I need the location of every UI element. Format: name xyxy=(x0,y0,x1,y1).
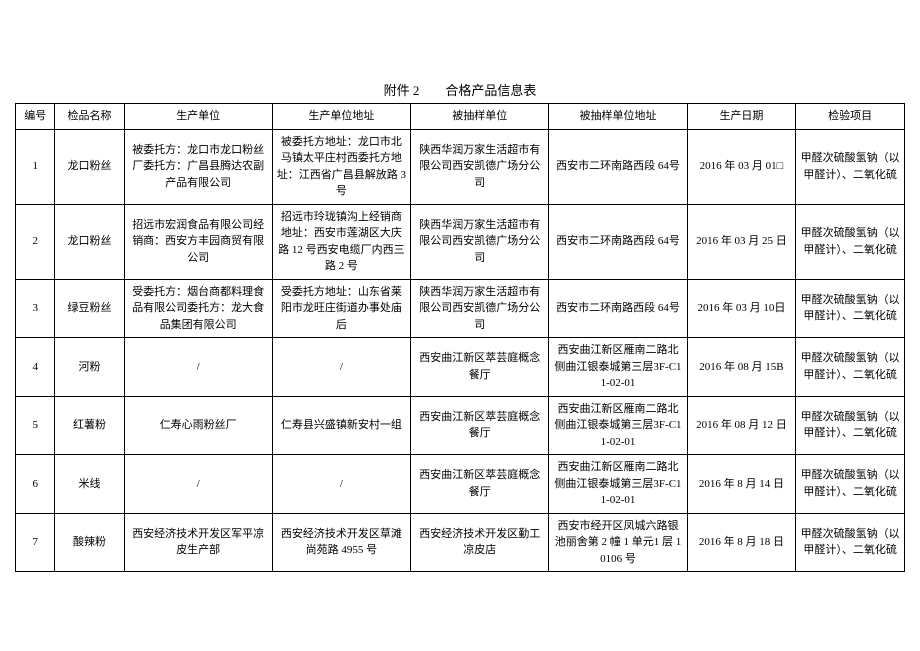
col-header-no: 编号 xyxy=(16,104,55,130)
table-row: 6米线//西安曲江新区萃芸庭概念餐厅西安曲江新区雁南二路北侧曲江银泰城第三层3F… xyxy=(16,455,905,514)
table-row: 3绿豆粉丝受委托方：烟台商都料理食品有限公司委托方：龙大食品集团有限公司受委托方… xyxy=(16,279,905,338)
cell-name: 绿豆粉丝 xyxy=(55,279,124,338)
cell-test: 甲醛次硫酸氢钠（以甲醛计）、二氧化硫 xyxy=(796,396,905,455)
cell-producer: / xyxy=(124,338,272,397)
cell-sampled: 西安曲江新区萃芸庭概念餐厅 xyxy=(411,338,549,397)
cell-name: 河粉 xyxy=(55,338,124,397)
col-header-sampled: 被抽样单位 xyxy=(411,104,549,130)
cell-test: 甲醛次硫酸氢钠（以甲醛计）、二氧化硫 xyxy=(796,513,905,572)
col-header-sampled-addr: 被抽样单位地址 xyxy=(549,104,687,130)
cell-date: 2016 年 08 月 15B xyxy=(687,338,796,397)
cell-sampled: 西安经济技术开发区勤工凉皮店 xyxy=(411,513,549,572)
table-row: 1龙口粉丝被委托方：龙口市龙口粉丝厂委托方：广昌县腾达农副产品有限公司被委托方地… xyxy=(16,129,905,204)
col-header-name: 检品名称 xyxy=(55,104,124,130)
cell-name: 龙口粉丝 xyxy=(55,129,124,204)
col-header-test: 检验项目 xyxy=(796,104,905,130)
cell-name: 酸辣粉 xyxy=(55,513,124,572)
cell-sampled: 陕西华润万家生活超市有限公司西安凯德广场分公司 xyxy=(411,279,549,338)
cell-producer_addr: 西安经济技术开发区草滩尚苑路 4955 号 xyxy=(272,513,410,572)
table-row: 7酸辣粉西安经济技术开发区军平凉皮生产部西安经济技术开发区草滩尚苑路 4955 … xyxy=(16,513,905,572)
cell-date: 2016 年 03 月 25 日 xyxy=(687,204,796,279)
cell-name: 红薯粉 xyxy=(55,396,124,455)
cell-sampled: 西安曲江新区萃芸庭概念餐厅 xyxy=(411,396,549,455)
cell-sampled_addr: 西安曲江新区雁南二路北侧曲江银泰城第三层3F-C11-02-01 xyxy=(549,396,687,455)
cell-producer_addr: 受委托方地址：山东省莱阳市龙旺庄街道办事处庙后 xyxy=(272,279,410,338)
cell-producer_addr: 招远市玲珑镇沟上经销商地址：西安市莲湖区大庆路 12 号西安电缆厂内西三路 2 … xyxy=(272,204,410,279)
cell-sampled_addr: 西安市二环南路西段 64号 xyxy=(549,204,687,279)
cell-producer: 被委托方：龙口市龙口粉丝厂委托方：广昌县腾达农副产品有限公司 xyxy=(124,129,272,204)
cell-name: 龙口粉丝 xyxy=(55,204,124,279)
table-title: 附件 2 合格产品信息表 xyxy=(15,80,905,99)
cell-producer_addr: / xyxy=(272,455,410,514)
cell-sampled_addr: 西安市经开区凤城六路银池丽舍第 2 幢 1 单元1 层 10106 号 xyxy=(549,513,687,572)
col-header-producer-addr: 生产单位地址 xyxy=(272,104,410,130)
cell-test: 甲醛次硫酸氢钠（以甲醛计）、二氧化硫 xyxy=(796,455,905,514)
cell-sampled_addr: 西安曲江新区雁南二路北侧曲江银泰城第三层3F-C11-02-01 xyxy=(549,338,687,397)
cell-sampled_addr: 西安市二环南路西段 64号 xyxy=(549,129,687,204)
cell-date: 2016 年 08 月 12 日 xyxy=(687,396,796,455)
cell-sampled_addr: 西安曲江新区雁南二路北侧曲江银泰城第三层3F-C11-02-01 xyxy=(549,455,687,514)
table-row: 5红薯粉仁寿心雨粉丝厂仁寿县兴盛镇新安村一组西安曲江新区萃芸庭概念餐厅西安曲江新… xyxy=(16,396,905,455)
cell-no: 7 xyxy=(16,513,55,572)
cell-test: 甲醛次硫酸氢钠（以甲醛计）、二氧化硫 xyxy=(796,338,905,397)
cell-date: 2016 年 03 月 01□ xyxy=(687,129,796,204)
cell-no: 1 xyxy=(16,129,55,204)
table-row: 2龙口粉丝招远市宏润食品有限公司经销商：西安方丰园商贸有限公司招远市玲珑镇沟上经… xyxy=(16,204,905,279)
cell-producer: 西安经济技术开发区军平凉皮生产部 xyxy=(124,513,272,572)
col-header-producer: 生产单位 xyxy=(124,104,272,130)
cell-test: 甲醛次硫酸氢钠（以甲醛计）、二氧化硫 xyxy=(796,204,905,279)
cell-sampled: 西安曲江新区萃芸庭概念餐厅 xyxy=(411,455,549,514)
cell-test: 甲醛次硫酸氢钠（以甲醛计）、二氧化硫 xyxy=(796,129,905,204)
cell-no: 2 xyxy=(16,204,55,279)
cell-test: 甲醛次硫酸氢钠（以甲醛计）、二氧化硫 xyxy=(796,279,905,338)
col-header-date: 生产日期 xyxy=(687,104,796,130)
cell-producer: 受委托方：烟台商都料理食品有限公司委托方：龙大食品集团有限公司 xyxy=(124,279,272,338)
cell-name: 米线 xyxy=(55,455,124,514)
cell-producer_addr: 被委托方地址：龙口市北马镇太平庄村西委托方地址：江西省广昌县解放路 3 号 xyxy=(272,129,410,204)
table-row: 4河粉//西安曲江新区萃芸庭概念餐厅西安曲江新区雁南二路北侧曲江银泰城第三层3F… xyxy=(16,338,905,397)
cell-sampled_addr: 西安市二环南路西段 64号 xyxy=(549,279,687,338)
product-info-table: 编号 检品名称 生产单位 生产单位地址 被抽样单位 被抽样单位地址 生产日期 检… xyxy=(15,103,905,572)
cell-date: 2016 年 03 月 10日 xyxy=(687,279,796,338)
table-body: 1龙口粉丝被委托方：龙口市龙口粉丝厂委托方：广昌县腾达农副产品有限公司被委托方地… xyxy=(16,129,905,572)
cell-producer_addr: / xyxy=(272,338,410,397)
cell-date: 2016 年 8 月 18 日 xyxy=(687,513,796,572)
cell-sampled: 陕西华润万家生活超市有限公司西安凯德广场分公司 xyxy=(411,204,549,279)
cell-no: 4 xyxy=(16,338,55,397)
cell-sampled: 陕西华润万家生活超市有限公司西安凯德广场分公司 xyxy=(411,129,549,204)
table-header-row: 编号 检品名称 生产单位 生产单位地址 被抽样单位 被抽样单位地址 生产日期 检… xyxy=(16,104,905,130)
cell-producer: 招远市宏润食品有限公司经销商：西安方丰园商贸有限公司 xyxy=(124,204,272,279)
cell-no: 3 xyxy=(16,279,55,338)
cell-no: 5 xyxy=(16,396,55,455)
cell-date: 2016 年 8 月 14 日 xyxy=(687,455,796,514)
cell-producer_addr: 仁寿县兴盛镇新安村一组 xyxy=(272,396,410,455)
cell-producer: 仁寿心雨粉丝厂 xyxy=(124,396,272,455)
cell-no: 6 xyxy=(16,455,55,514)
cell-producer: / xyxy=(124,455,272,514)
